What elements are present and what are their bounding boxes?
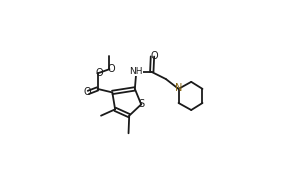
Text: NH: NH <box>129 68 143 76</box>
Text: O: O <box>95 68 103 78</box>
Text: O: O <box>150 51 158 61</box>
Text: O: O <box>108 64 115 74</box>
Text: O: O <box>84 87 92 97</box>
Text: N: N <box>175 83 182 93</box>
Text: S: S <box>139 99 145 109</box>
